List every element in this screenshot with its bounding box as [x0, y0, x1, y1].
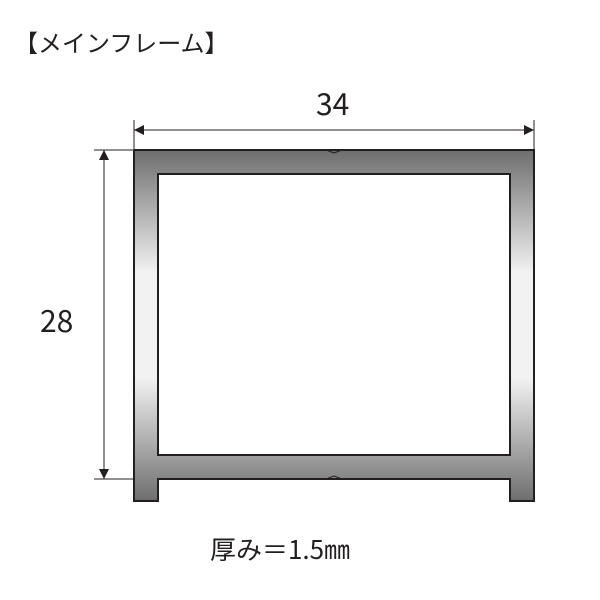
diagram-svg [0, 0, 600, 600]
